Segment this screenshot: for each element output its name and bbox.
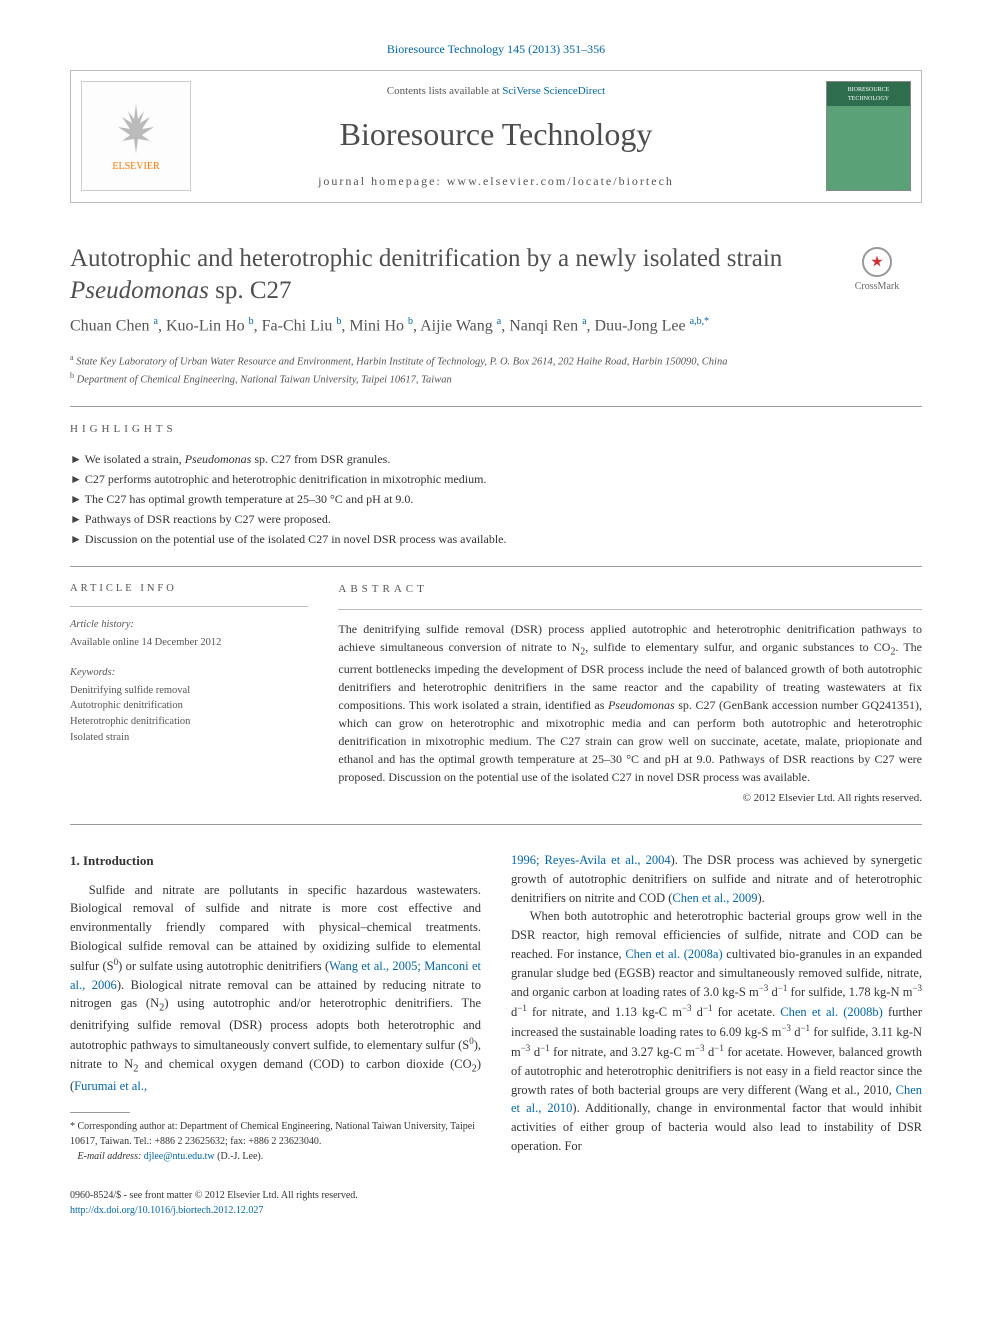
rule xyxy=(70,824,922,825)
highlights-label: HIGHLIGHTS xyxy=(70,421,922,438)
journal-homepage: journal homepage: www.elsevier.com/locat… xyxy=(211,172,781,190)
rule xyxy=(70,566,922,567)
article-info-column: ARTICLE INFO Article history: Available … xyxy=(70,581,308,806)
highlight-item: C27 performs autotrophic and heterotroph… xyxy=(70,470,922,488)
sciencedirect-link[interactable]: SciVerse ScienceDirect xyxy=(502,85,605,97)
article-info-label: ARTICLE INFO xyxy=(70,581,308,597)
highlights-list: We isolated a strain, Pseudomonas sp. C2… xyxy=(70,450,922,548)
keyword: Isolated strain xyxy=(70,730,308,746)
corresponding-author-footnote: * Corresponding author at: Department of… xyxy=(70,1119,481,1149)
highlight-item: The C27 has optimal growth temperature a… xyxy=(70,490,922,508)
body-paragraph: When both autotrophic and heterotrophic … xyxy=(511,907,922,1155)
contents-list-line: Contents lists available at SciVerse Sci… xyxy=(211,83,781,100)
rule xyxy=(70,406,922,407)
rule xyxy=(338,609,922,610)
highlight-item: We isolated a strain, Pseudomonas sp. C2… xyxy=(70,450,922,468)
abstract-text: The denitrifying sulfide removal (DSR) p… xyxy=(338,620,922,785)
body-paragraph: 1996; Reyes-Avila et al., 2004). The DSR… xyxy=(511,851,922,907)
journal-header: ELSEVIER BIORESOURCE TECHNOLOGY Contents… xyxy=(70,70,922,203)
keyword: Heterotrophic denitrification xyxy=(70,714,308,730)
keywords-title: Keywords: xyxy=(70,665,308,681)
rule xyxy=(70,606,308,607)
highlight-item: Discussion on the potential use of the i… xyxy=(70,530,922,548)
email-footnote: E-mail address: djlee@ntu.edu.tw (D.-J. … xyxy=(70,1149,481,1164)
cover-title: BIORESOURCE TECHNOLOGY xyxy=(827,86,910,104)
body-paragraph: Sulfide and nitrate are pollutants in sp… xyxy=(70,881,481,1096)
journal-name: Bioresource Technology xyxy=(211,110,781,158)
abstract-label: ABSTRACT xyxy=(338,581,922,598)
abstract-column: ABSTRACT The denitrifying sulfide remova… xyxy=(338,581,922,806)
affiliation-b: b Department of Chemical Engineering, Na… xyxy=(70,370,922,388)
crossmark-badge[interactable]: CrossMark xyxy=(832,247,922,294)
crossmark-icon xyxy=(862,247,892,277)
authors-line: Chuan Chen a, Kuo-Lin Ho b, Fa-Chi Liu b… xyxy=(70,314,922,338)
article-history-title: Article history: xyxy=(70,617,308,633)
elsevier-tree-icon xyxy=(106,99,166,159)
highlights-section: HIGHLIGHTS We isolated a strain, Pseudom… xyxy=(70,421,922,548)
affiliation-a: a State Key Laboratory of Urban Water Re… xyxy=(70,352,922,370)
keyword: Denitrifying sulfide removal xyxy=(70,683,308,699)
highlight-item: Pathways of DSR reactions by C27 were pr… xyxy=(70,510,922,528)
elsevier-name: ELSEVIER xyxy=(112,159,159,174)
doi-link[interactable]: http://dx.doi.org/10.1016/j.biortech.201… xyxy=(70,1205,263,1216)
journal-cover-thumbnail: BIORESOURCE TECHNOLOGY xyxy=(826,81,911,191)
keyword: Autotrophic denitrification xyxy=(70,698,308,714)
corresponding-email-link[interactable]: djlee@ntu.edu.tw xyxy=(144,1151,215,1162)
front-matter-line: 0960-8524/$ - see front matter © 2012 El… xyxy=(70,1188,358,1203)
footnote-separator xyxy=(70,1112,130,1113)
article-title: Autotrophic and heterotrophic denitrific… xyxy=(70,243,922,308)
page-footer: 0960-8524/$ - see front matter © 2012 El… xyxy=(70,1188,922,1218)
section-heading: 1. Introduction xyxy=(70,851,481,871)
body-columns: 1. Introduction Sulfide and nitrate are … xyxy=(70,851,922,1164)
article-history-date: Available online 14 December 2012 xyxy=(70,635,308,651)
affiliations: a State Key Laboratory of Urban Water Re… xyxy=(70,352,922,388)
journal-issue-link[interactable]: Bioresource Technology 145 (2013) 351–35… xyxy=(70,40,922,58)
abstract-copyright: © 2012 Elsevier Ltd. All rights reserved… xyxy=(338,790,922,807)
elsevier-logo: ELSEVIER xyxy=(81,81,191,191)
